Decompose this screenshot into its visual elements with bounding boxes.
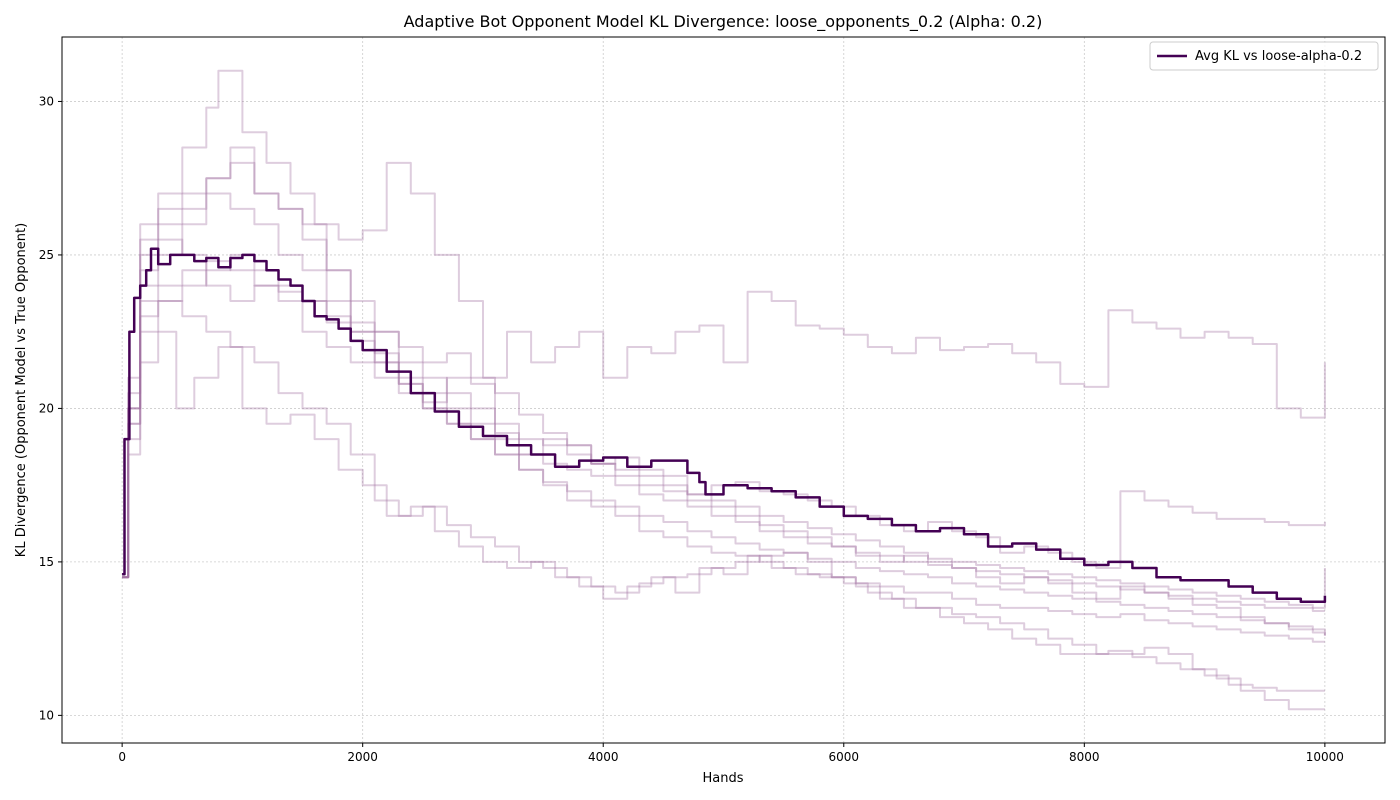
grid-layer [62, 37, 1385, 743]
plot-area-frame [61, 36, 1386, 744]
y-tick-label: 25 [39, 248, 54, 262]
individual-run-line-1 [122, 69, 1326, 579]
x-tick-label: 6000 [828, 750, 859, 764]
individual-run-line-6 [122, 238, 1325, 643]
average-series-line [122, 247, 1327, 604]
individual-run-line-9 [122, 161, 1326, 609]
legend: Avg KL vs loose-alpha-0.2 [1149, 41, 1379, 71]
individual-run-line-5 [122, 300, 1325, 711]
y-tick-label: 15 [39, 555, 54, 569]
y-tick-label: 20 [39, 401, 54, 415]
x-axis-label: Hands [702, 771, 743, 786]
x-ticks-layer: 0 2000 4000 6000 8000 10000 [118, 743, 1344, 764]
individual-run-line-3 [122, 192, 1326, 636]
y-ticks-layer: 10 15 20 25 30 [39, 94, 62, 722]
legend-box [1149, 41, 1379, 71]
x-tick-label: 8000 [1069, 750, 1100, 764]
y-tick-label: 30 [39, 94, 54, 108]
x-tick-label: 4000 [588, 750, 619, 764]
x-tick-label: 0 [118, 750, 126, 764]
x-tick-label: 2000 [347, 750, 378, 764]
x-tick-label: 10000 [1306, 750, 1344, 764]
y-tick-label: 10 [39, 708, 54, 722]
average-series-layer [122, 247, 1327, 604]
y-axis-label: KL Divergence (Opponent Model vs True Op… [14, 223, 29, 557]
legend-label: Avg KL vs loose-alpha-0.2 [1195, 49, 1362, 64]
chart-title: Adaptive Bot Opponent Model KL Divergenc… [404, 12, 1043, 32]
individual-run-line-4 [122, 330, 1325, 692]
